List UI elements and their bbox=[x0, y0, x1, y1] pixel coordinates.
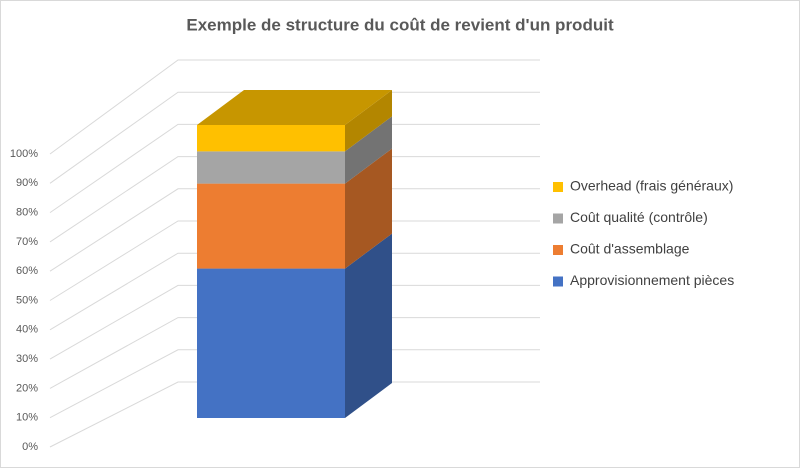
grid-line bbox=[49, 220, 540, 301]
legend-swatch bbox=[553, 245, 563, 255]
y-tick-label: 0% bbox=[22, 441, 38, 453]
y-tick-label: 90% bbox=[16, 177, 38, 189]
grid-line bbox=[49, 317, 540, 389]
legend-label: Coût qualité (contrôle) bbox=[570, 209, 708, 225]
grid-line bbox=[49, 156, 540, 243]
legend-swatch bbox=[553, 276, 563, 287]
grid-line bbox=[49, 188, 540, 272]
legend-swatch bbox=[553, 213, 563, 224]
bar-front bbox=[197, 125, 345, 152]
grid-line bbox=[49, 59, 540, 155]
grid-line bbox=[49, 123, 540, 214]
bar-side bbox=[345, 116, 392, 184]
y-tick-label: 50% bbox=[16, 294, 38, 306]
y-tick-label: 80% bbox=[16, 207, 38, 219]
grid-line bbox=[49, 252, 540, 331]
bar-front bbox=[197, 151, 345, 184]
legend-swatch bbox=[553, 182, 563, 192]
y-tick-label: 40% bbox=[16, 324, 38, 336]
y-tick-label: 100% bbox=[10, 148, 38, 160]
legend-label: Approvisionnement pièces bbox=[570, 272, 734, 288]
bar-top bbox=[197, 90, 392, 125]
grid-line bbox=[49, 349, 540, 419]
y-tick-label: 10% bbox=[16, 412, 38, 424]
legend-label: Overhead (frais généraux) bbox=[570, 178, 733, 194]
bar-side bbox=[345, 148, 392, 269]
bar-side bbox=[345, 90, 392, 152]
grid-line bbox=[49, 381, 540, 448]
y-tick-label: 20% bbox=[16, 382, 38, 394]
y-tick-label: 70% bbox=[16, 236, 38, 248]
chart-title: Exemple de structure du coût de revient … bbox=[186, 15, 614, 34]
y-tick-label: 30% bbox=[16, 353, 38, 365]
y-tick-label: 60% bbox=[16, 265, 38, 277]
bar-front bbox=[197, 183, 345, 269]
legend-label: Coût d'assemblage bbox=[570, 241, 690, 257]
grid-line bbox=[49, 284, 540, 360]
bar-side bbox=[345, 233, 392, 418]
grid-line bbox=[49, 91, 540, 184]
bar-front bbox=[197, 268, 345, 418]
